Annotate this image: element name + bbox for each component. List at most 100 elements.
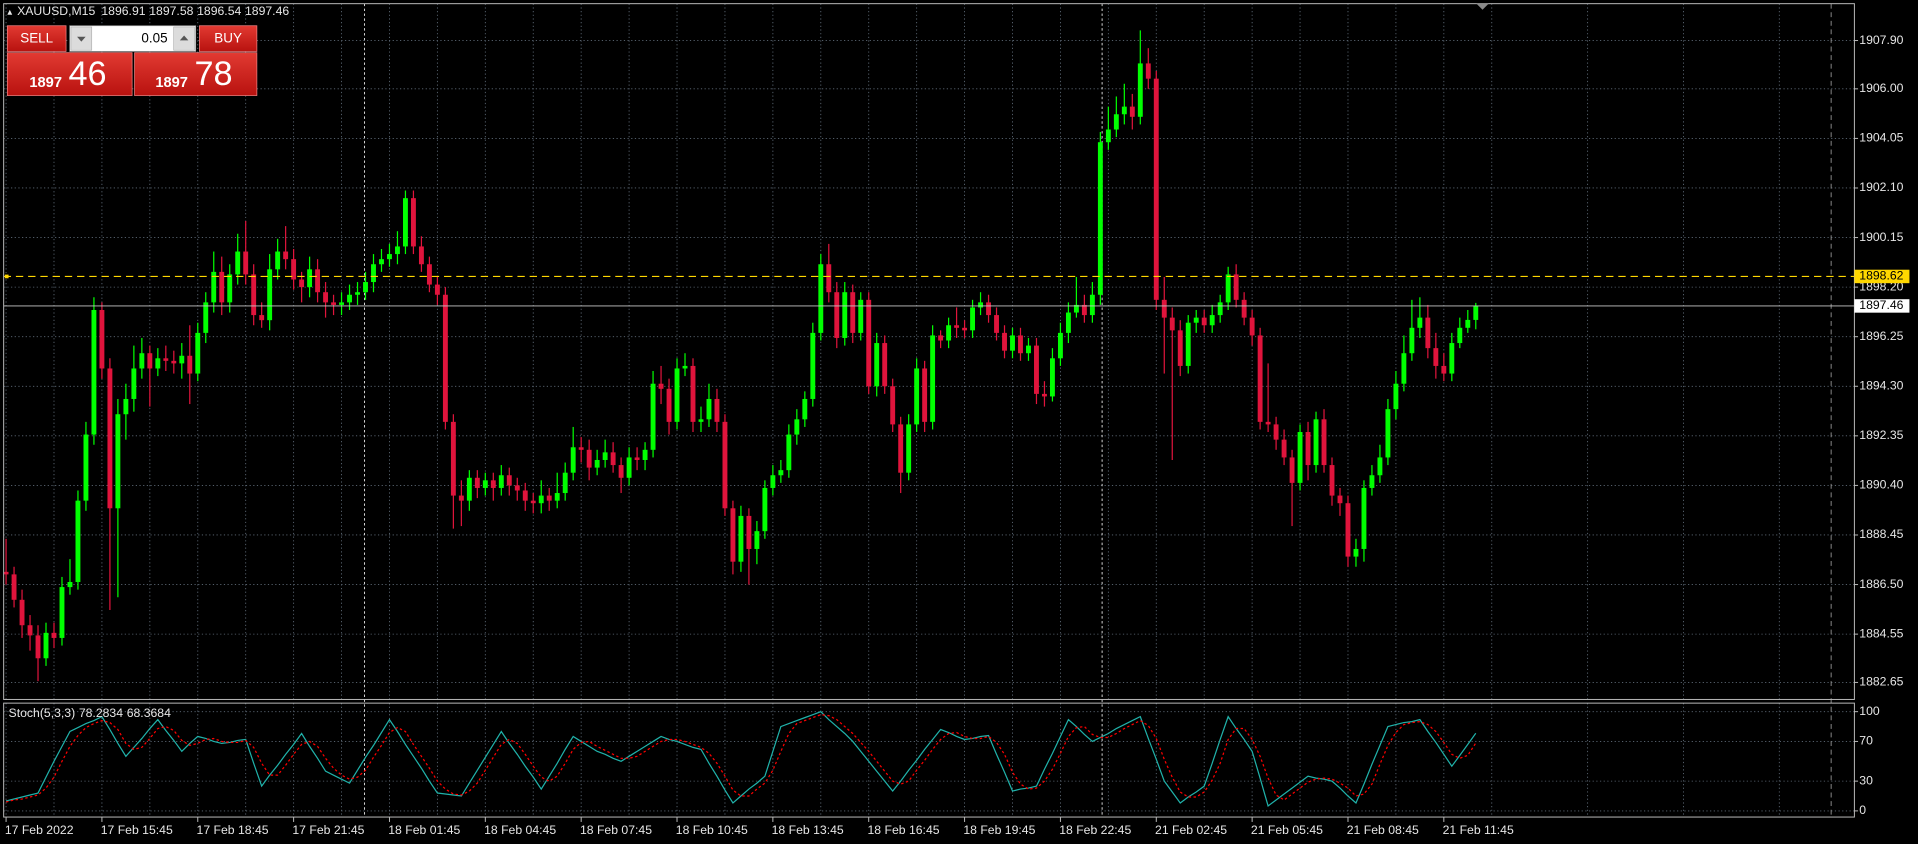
sell-label[interactable]: SELL [20, 31, 53, 46]
candle-body [347, 294, 352, 303]
stoch-panel-frame [3, 702, 1855, 818]
sell-price-big[interactable]: 1897 [29, 75, 62, 91]
candle-body [1089, 294, 1095, 316]
candle-body [203, 302, 209, 333]
candle-body [1057, 332, 1063, 359]
y-tick-label: 1892.35 [1859, 428, 1903, 442]
x-tick-label: 18 Feb 01:45 [388, 823, 460, 837]
indicator-line [5, 714, 1477, 803]
candle-body [466, 477, 472, 501]
x-tick-label: 18 Feb 04:45 [484, 823, 556, 837]
buy-price-box[interactable] [134, 52, 258, 96]
collapse-icon [7, 9, 13, 15]
candle-body [1002, 332, 1007, 351]
candle-body [1233, 274, 1239, 300]
candle-body [51, 632, 57, 638]
sell-price-box[interactable] [6, 52, 133, 96]
y-tick-label: 0 [1859, 803, 1866, 817]
candle-body [1042, 393, 1047, 397]
candle-body [1425, 317, 1431, 349]
candle-body [371, 264, 376, 283]
x-tick-label: 18 Feb 13:45 [772, 823, 844, 837]
candle-body [1321, 419, 1327, 466]
candle-body [754, 531, 760, 549]
candle-body [1026, 345, 1031, 354]
bar-high: 1897.58 [149, 4, 193, 18]
price-level-label: 1898.62 [1859, 269, 1903, 283]
y-tick-label: 1900.15 [1859, 230, 1903, 244]
candle-body [59, 587, 65, 638]
candle-body [1393, 383, 1399, 410]
candle-body [1417, 317, 1423, 328]
candle-body [834, 292, 840, 338]
y-tick-label: 1888.45 [1859, 527, 1903, 541]
sell-price-pips[interactable]: 46 [68, 55, 106, 93]
candle-body [75, 500, 81, 583]
candle-body [498, 475, 504, 488]
x-tick-label: 18 Feb 22:45 [1059, 823, 1131, 837]
candle-body [179, 355, 185, 364]
candle-body [986, 302, 991, 316]
candle-body [594, 459, 600, 468]
candle-body [1457, 327, 1463, 344]
candle-body [1345, 503, 1351, 557]
candle-body [554, 493, 560, 501]
candle-body [123, 398, 129, 415]
one-click-trading-panel: SELL 0.05 BUY 1897 46 1897 78 [6, 25, 258, 96]
candle-body [1185, 322, 1191, 366]
grid [3, 3, 1855, 818]
candle-body [187, 355, 193, 374]
volume-value[interactable]: 0.05 [141, 31, 167, 46]
candle-body [11, 574, 17, 600]
buy-label[interactable]: BUY [214, 31, 242, 46]
buy-button[interactable]: BUY [199, 25, 258, 52]
candle-body [363, 282, 368, 293]
buy-price-pips[interactable]: 78 [194, 55, 232, 93]
candle-body [570, 447, 576, 473]
candle-body [922, 368, 928, 422]
candle-body [1313, 419, 1319, 466]
candle-body [1193, 317, 1199, 323]
candle-body [91, 310, 97, 435]
candle-body [299, 279, 305, 288]
y-tick-label: 1907.90 [1859, 33, 1903, 47]
candle-body [906, 424, 912, 473]
candle-body [1377, 457, 1383, 476]
buy-button-bg[interactable] [199, 25, 258, 52]
y-tick-label: 100 [1859, 704, 1880, 718]
candle-body [530, 500, 536, 504]
candle-body [1010, 335, 1015, 351]
candle-body [1433, 348, 1439, 366]
candle-body [195, 332, 201, 374]
candle-body [99, 310, 105, 369]
candle-body [770, 475, 776, 488]
price-level-handle [4, 274, 9, 279]
candle-body [818, 264, 824, 333]
candle-body [1401, 353, 1407, 384]
candle-body [714, 398, 720, 422]
x-tick-label: 17 Feb 2022 [5, 823, 74, 837]
y-tick-label: 1890.40 [1859, 478, 1903, 492]
sell-button-bg[interactable] [6, 25, 67, 52]
candle-body [171, 360, 177, 364]
bar-open: 1896.91 [101, 4, 145, 18]
candle-body [43, 632, 49, 659]
candle-body [67, 582, 73, 588]
candle-body [562, 472, 568, 494]
candle-body [954, 325, 960, 328]
indicator-title: Stoch(5,3,3) [9, 706, 76, 720]
down-arrow [77, 36, 86, 42]
candle-body [323, 292, 329, 303]
candle-body [402, 198, 408, 247]
buy-price-big[interactable]: 1897 [155, 75, 188, 91]
candle-body [1105, 129, 1111, 143]
y-tick-label: 1882.65 [1859, 675, 1903, 689]
symbol-header: XAUUSD,M15 1896.91 1897.58 1896.54 1897.46 [17, 4, 289, 18]
sell-button[interactable]: SELL [6, 25, 67, 52]
candle-body [874, 343, 880, 387]
candle-body [978, 302, 983, 308]
candle-body [930, 335, 936, 422]
candle-body [147, 353, 153, 369]
axis-labels: 17 Feb 2022 17 Feb 15:45 17 Feb 18:45 17 Fe… [5, 33, 1910, 837]
